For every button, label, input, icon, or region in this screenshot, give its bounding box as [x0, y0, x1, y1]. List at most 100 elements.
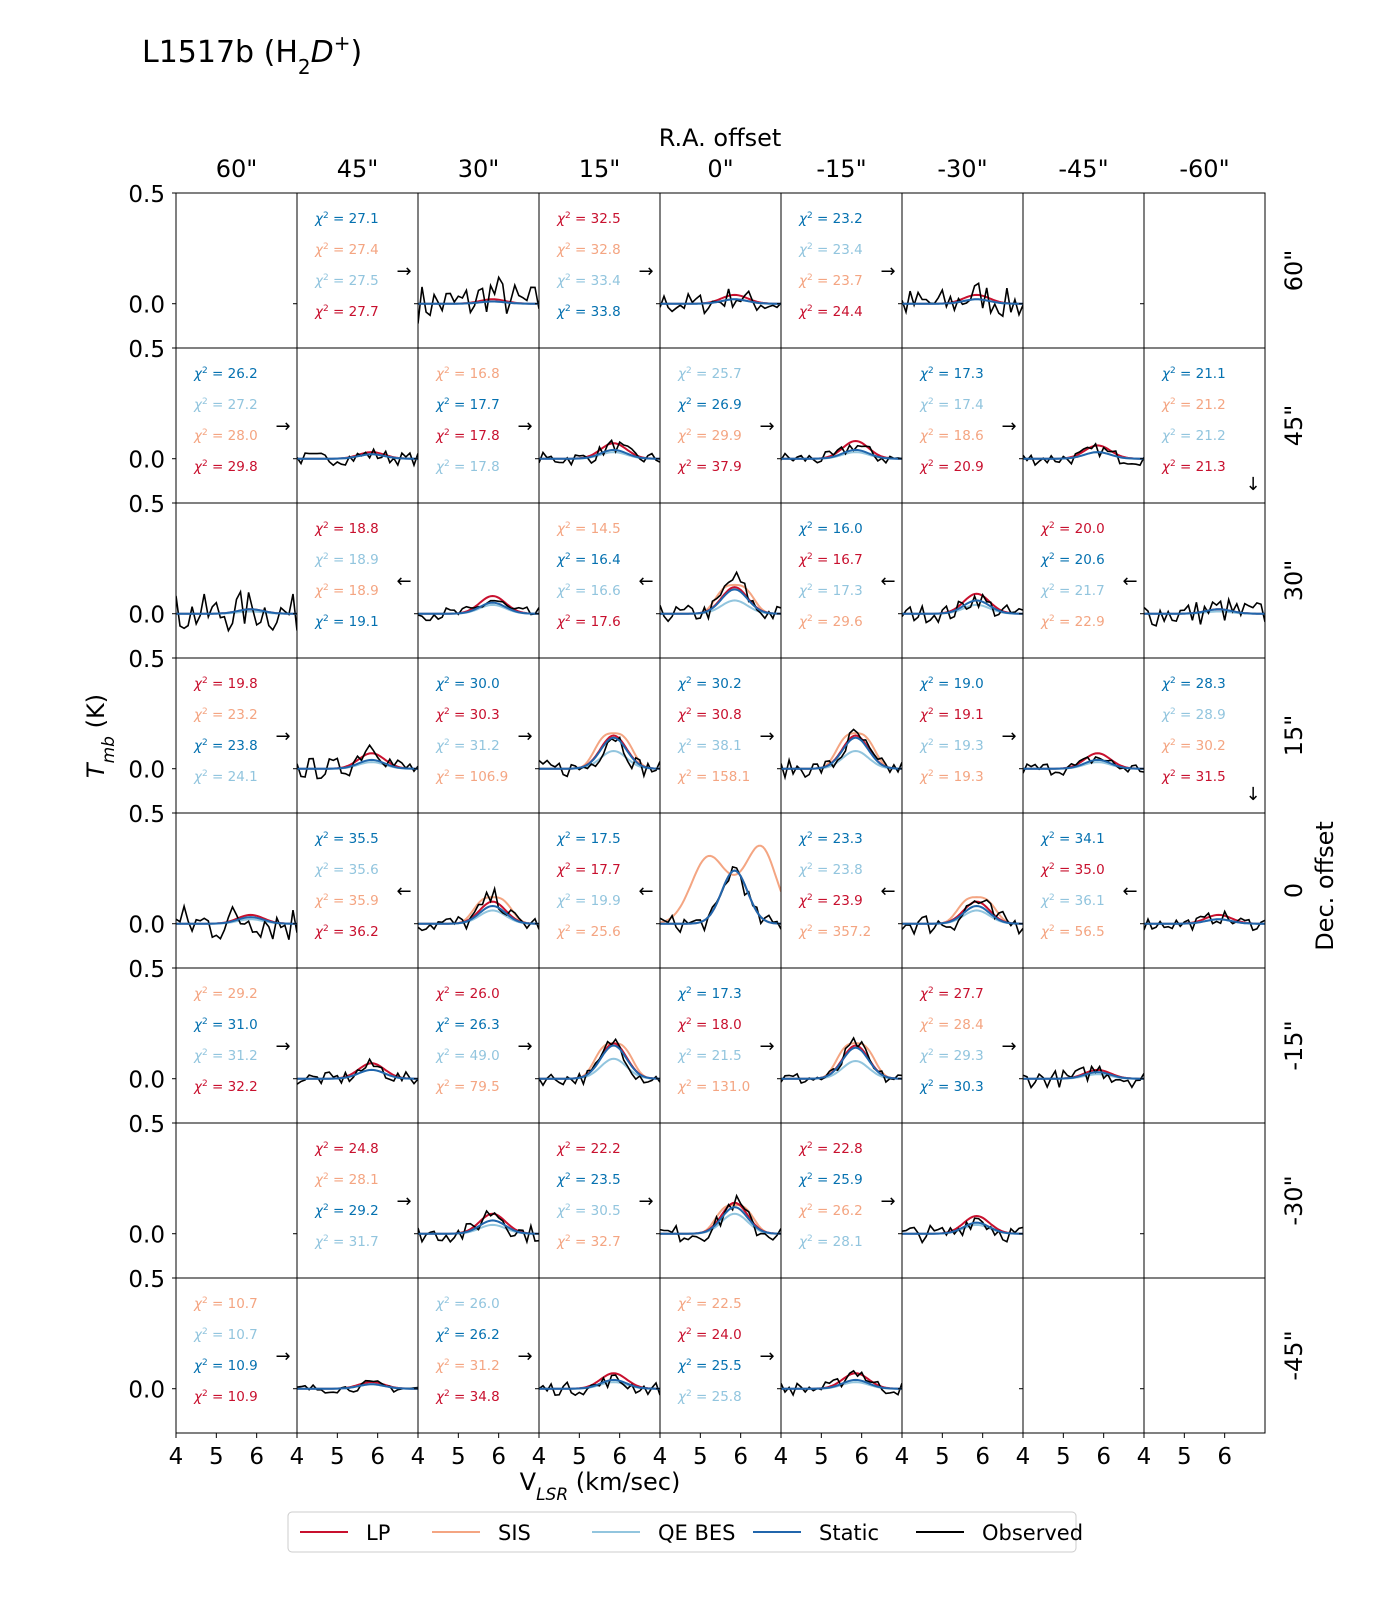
- y-tick-label: 0.5: [128, 492, 165, 518]
- panel-frame: [1143, 1122, 1266, 1279]
- panel-frame: [780, 1277, 903, 1434]
- observed-spectrum-line: [1144, 596, 1265, 627]
- spectrum-panel: [656, 192, 782, 349]
- legend: LP SIS QE BES Static Observed: [287, 1511, 1083, 1553]
- chi-square-label: χ2 = 23.5: [556, 1172, 621, 1188]
- y-tick-label: 0.5: [128, 182, 165, 208]
- panel-frame: [780, 657, 903, 814]
- ra-tick-label: -15": [816, 155, 866, 183]
- static-model-line: [781, 1378, 902, 1390]
- panel-grid: χ2 = 27.1χ2 = 27.4χ2 = 27.5χ2 = 27.7→χ2 …: [172, 192, 1266, 1434]
- panel-frame: [175, 812, 298, 969]
- chi-square-label: χ2 = 30.2: [677, 676, 742, 692]
- panel-frame: [901, 1277, 1024, 1434]
- static-model-line: [902, 1221, 1023, 1235]
- x-tick-label: 5: [1056, 1444, 1071, 1470]
- chi-square-label: χ2 = 16.6: [556, 583, 621, 599]
- static-model-line: [781, 736, 902, 770]
- x-tick-label: 5: [1177, 1444, 1192, 1470]
- x-tick-label: 5: [330, 1444, 345, 1470]
- dec-tick-labels: 60" 45" 30" 15" 0 -15" -30" -45": [1280, 250, 1308, 1381]
- ra-tick-label: 60": [216, 155, 258, 183]
- spectrum-panel: χ2 = 10.7 χ2 = 10.7 χ2 = 10.9 χ2 = 10.9 →: [172, 1277, 298, 1434]
- panel-frame: [538, 967, 661, 1124]
- spectrum-panel: χ2 = 26.0 χ2 = 26.3 χ2 = 49.0 χ2 = 79.5 →: [414, 967, 540, 1124]
- spectrum-panel: [1019, 192, 1145, 349]
- chi-square-label: χ2 = 22.5: [677, 1296, 742, 1312]
- chi-square-label: χ2 = 27.1: [314, 211, 379, 227]
- qe-bes-model-line: [660, 869, 781, 925]
- y-tick-label: 0.0: [128, 1378, 165, 1404]
- spectrum-panel: χ2 = 22.8 χ2 = 25.9 χ2 = 26.2 χ2 = 28.1 →: [777, 1122, 903, 1279]
- chi-square-label: χ2 = 27.5: [314, 273, 379, 289]
- spectrum-panel: [414, 192, 540, 349]
- chi-square-label: χ2 = 20.6: [1040, 552, 1105, 568]
- offset-arrow: →: [517, 1036, 532, 1057]
- offset-arrow: ←: [396, 571, 411, 592]
- chi-square-label: χ2 = 25.8: [677, 1389, 742, 1405]
- chi-square-label: χ2 = 158.1: [677, 769, 750, 785]
- chi-square-label: χ2 = 10.9: [193, 1389, 258, 1405]
- x-tick-label: 6: [612, 1444, 627, 1470]
- panel-frame: [1022, 192, 1145, 349]
- chi-square-label: χ2 = 28.3: [1161, 676, 1226, 692]
- chi-square-label: χ2 = 21.2: [1161, 397, 1226, 413]
- spectrum-panel: [777, 967, 903, 1124]
- offset-arrow: →: [759, 1346, 774, 1367]
- static-model-line: [539, 1044, 660, 1080]
- y-tick-label: 0.5: [128, 802, 165, 828]
- chi-square-label: χ2 = 23.9: [798, 893, 863, 909]
- spectrum-panel: χ2 = 26.2 χ2 = 27.2 χ2 = 28.0 χ2 = 29.8 →: [172, 347, 298, 504]
- x-tick-label: 4: [653, 1444, 668, 1470]
- panel-frame: [538, 347, 661, 504]
- spectrum-panel: χ2 = 30.0 χ2 = 30.3 χ2 = 31.2 χ2 = 106.9 →: [414, 657, 540, 814]
- chi-square-label: χ2 = 30.0: [435, 676, 500, 692]
- spectrum-panel: χ2 = 17.5 χ2 = 17.7 χ2 = 19.9 χ2 = 25.6 ←: [535, 812, 661, 969]
- y-tick-label: 0.5: [128, 337, 165, 363]
- chi-square-label: χ2 = 17.7: [556, 862, 621, 878]
- chi-square-label: χ2 = 19.0: [919, 676, 984, 692]
- ra-tick-label: 15": [579, 155, 621, 183]
- legend-label: SIS: [498, 1521, 531, 1545]
- panel-frame: [1143, 192, 1266, 349]
- chi-square-label: χ2 = 16.0: [798, 521, 863, 537]
- chi-square-label: χ2 = 17.3: [677, 986, 742, 1002]
- ra-tick-label: 30": [458, 155, 500, 183]
- spectrum-panel: χ2 = 16.8 χ2 = 17.7 χ2 = 17.8 χ2 = 17.8 →: [414, 347, 540, 504]
- spectrum-panel: [1019, 1277, 1145, 1434]
- chi-square-label: χ2 = 16.4: [556, 552, 621, 568]
- spectrum-panel: [1019, 1122, 1145, 1279]
- observed-spectrum-line: [539, 736, 660, 779]
- chi-square-label: χ2 = 34.8: [435, 1389, 500, 1405]
- panel-frame: [1143, 967, 1266, 1124]
- chi-square-label: χ2 = 18.9: [314, 583, 379, 599]
- x-axis-label: VLSR (km/sec): [520, 1468, 681, 1505]
- panel-frame: [1022, 1122, 1145, 1279]
- static-model-line: [297, 1383, 418, 1390]
- chi-square-label: χ2 = 79.5: [435, 1079, 500, 1095]
- ra-tick-label: -45": [1058, 155, 1108, 183]
- panel-frame: [659, 502, 782, 659]
- lp-model-line: [902, 1214, 1023, 1235]
- chi-square-label: χ2 = 27.2: [193, 397, 258, 413]
- static-model-line: [781, 1046, 902, 1080]
- chi-square-label: χ2 = 31.7: [314, 1234, 379, 1250]
- spectrum-panel: [172, 812, 298, 969]
- static-model-line: [1144, 918, 1265, 925]
- y-tick-label: 0.0: [128, 758, 165, 784]
- dec-tick-label: -45": [1280, 1330, 1308, 1380]
- spectrum-panel: [1140, 502, 1266, 659]
- spectrum-panel: [414, 502, 540, 659]
- spectrum-panel: χ2 = 25.7 χ2 = 26.9 χ2 = 29.9 χ2 = 37.9 →: [656, 347, 782, 504]
- static-model-line: [539, 1378, 660, 1390]
- chi-square-label: χ2 = 17.4: [919, 397, 984, 413]
- x-tick-label: 5: [693, 1444, 708, 1470]
- panel-frame: [296, 967, 419, 1124]
- offset-arrow: →: [275, 726, 290, 747]
- offset-arrow: →: [880, 261, 895, 282]
- x-tick-label: 6: [1096, 1444, 1111, 1470]
- chi-square-label: χ2 = 24.8: [314, 1141, 379, 1157]
- offset-arrow: →: [517, 726, 532, 747]
- chi-square-label: χ2 = 21.1: [1161, 366, 1226, 382]
- panel-frame: [659, 1122, 782, 1279]
